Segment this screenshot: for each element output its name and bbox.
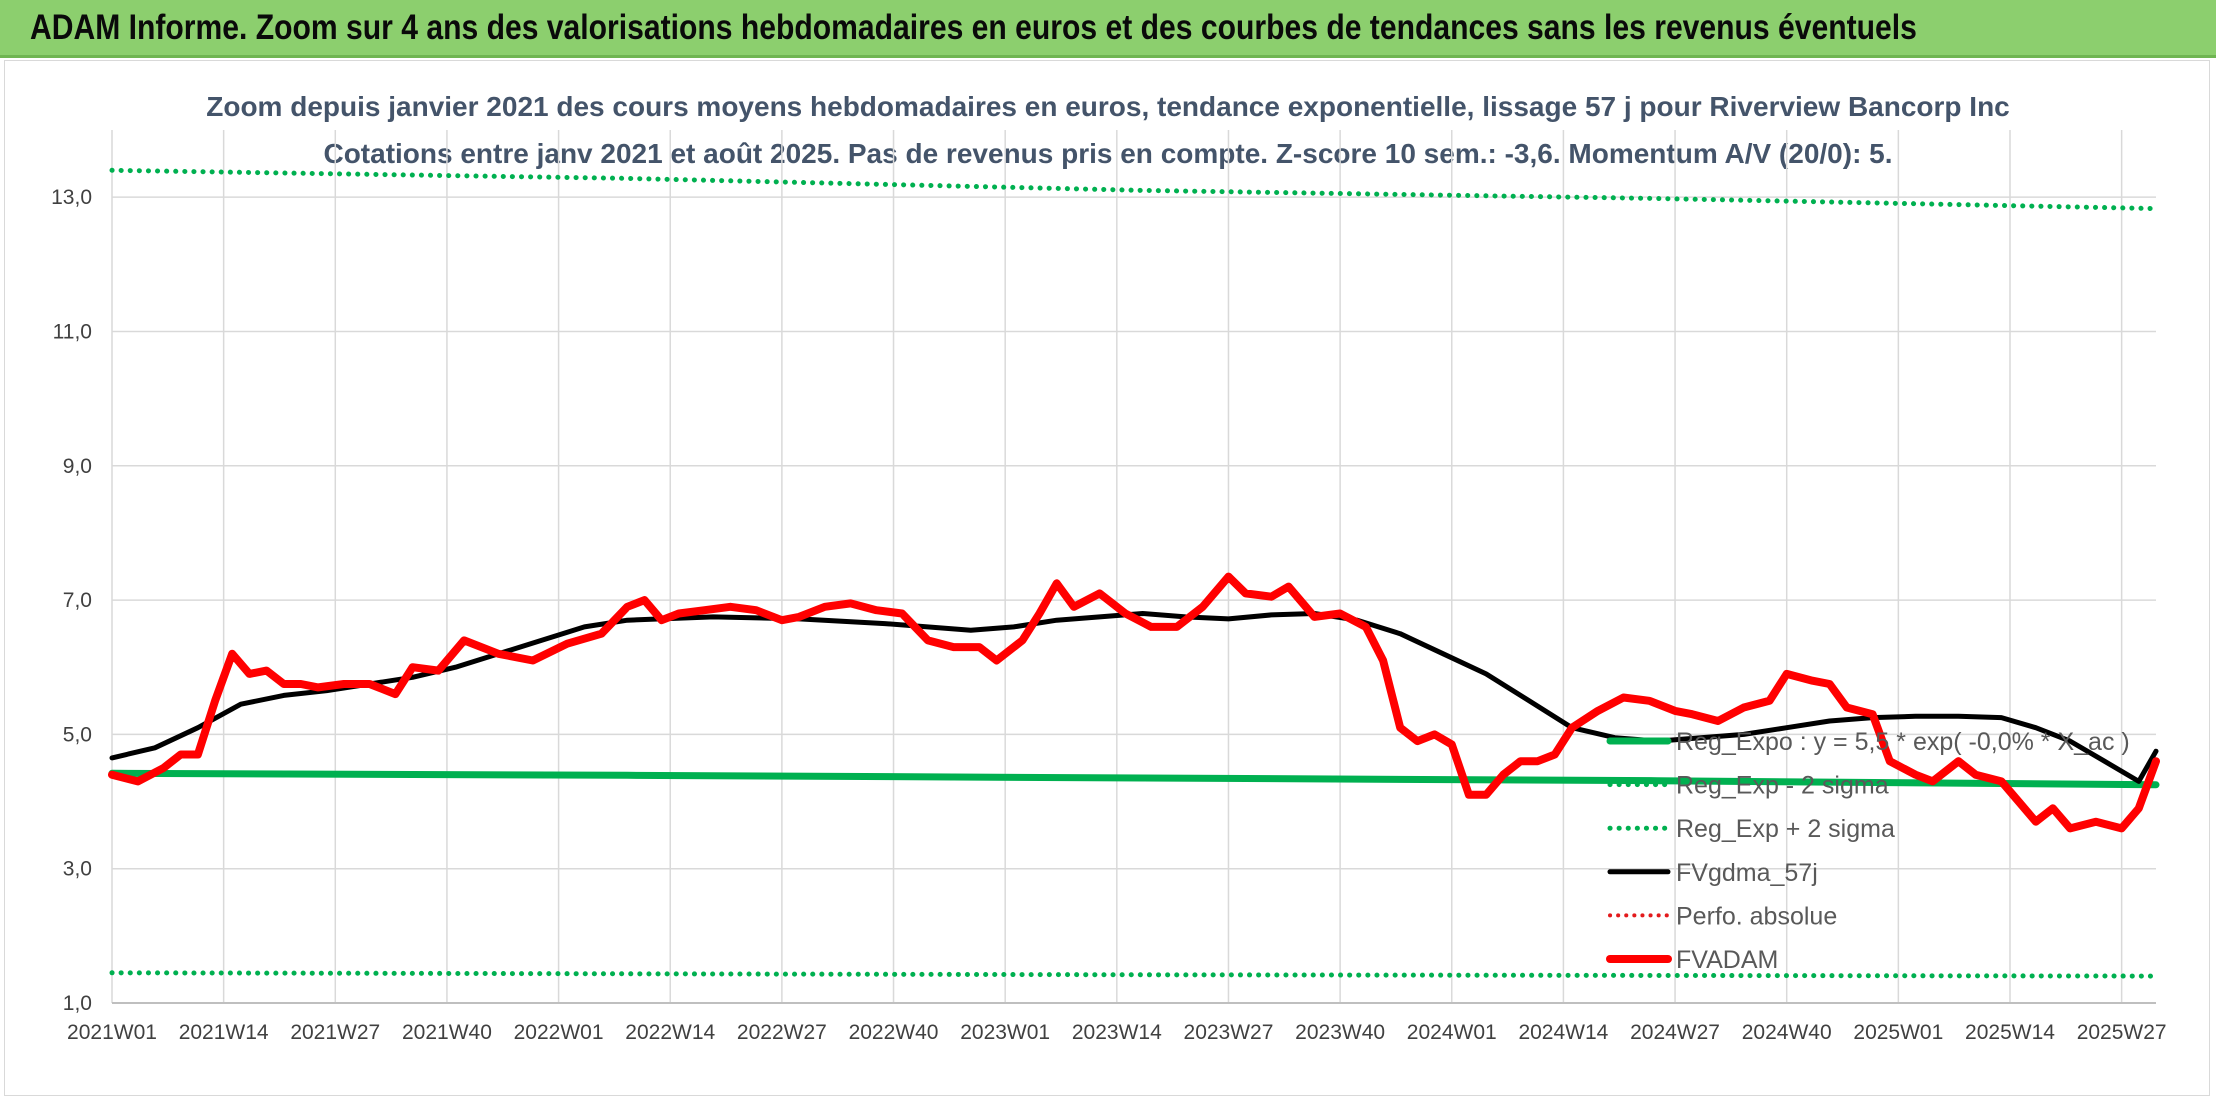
series-line-0 [108, 769, 2160, 789]
x-tick-label: 2025W14 [1965, 1021, 2055, 1044]
y-tick-label: 7,0 [63, 589, 92, 612]
plot-area [108, 167, 2160, 979]
x-tick-label: 2024W01 [1407, 1021, 1497, 1044]
x-tick-label: 2022W27 [737, 1021, 827, 1044]
series-line-3 [109, 611, 2159, 784]
legend-label-0: Reg_Expo : y = 5,5 * exp( -0,0% * X_ac ) [1676, 728, 2130, 756]
x-tick-label: 2021W14 [179, 1021, 269, 1044]
x-tick-label: 2025W01 [1853, 1021, 1943, 1044]
x-tick-label: 2023W27 [1184, 1021, 1274, 1044]
y-tick-label: 13,0 [51, 186, 92, 209]
chart-subtitle: Cotations entre janv 2021 et août 2025. … [323, 138, 1892, 169]
legend-label-1: Reg_Exp - 2 sigma [1676, 772, 1889, 800]
x-tick-label: 2023W40 [1295, 1021, 1385, 1044]
x-tick-label: 2021W27 [290, 1021, 380, 1044]
y-tick-label: 11,0 [53, 320, 92, 343]
x-tick-label: 2021W40 [402, 1021, 492, 1044]
x-axis-ticks: 2021W01 2021W14 2021W27 2021W40 2022W01 2022W… [67, 1021, 2167, 1044]
grid-lines [111, 130, 2156, 1004]
x-tick-label: 2024W40 [1742, 1021, 1832, 1044]
x-tick-label: 2022W01 [514, 1021, 604, 1044]
series-line-5 [108, 572, 2160, 833]
legend-label-3: FVgdma_57j [1676, 859, 1818, 887]
legend-label-5: FVADAM [1676, 946, 1778, 974]
chart-frame [4, 60, 2210, 1096]
y-tick-label: 5,0 [63, 723, 92, 746]
series-line-1 [109, 970, 2159, 979]
y-tick-label: 9,0 [63, 455, 92, 478]
x-tick-label: 2022W14 [625, 1021, 715, 1044]
chart-title: Zoom depuis janvier 2021 des cours moyen… [206, 91, 2010, 122]
y-tick-label: 1,0 [63, 992, 92, 1015]
x-tick-label: 2024W14 [1518, 1021, 1608, 1044]
x-tick-label: 2023W14 [1072, 1021, 1162, 1044]
x-tick-label: 2021W01 [67, 1021, 157, 1044]
x-tick-label: 2025W27 [2077, 1021, 2167, 1044]
report-banner: ADAM Informe. Zoom sur 4 ans des valoris… [0, 0, 2216, 58]
series-line-2 [109, 167, 2159, 212]
legend: Reg_Expo : y = 5,5 * exp( -0,0% * X_ac )… [1606, 728, 2130, 974]
y-tick-label: 3,0 [63, 858, 92, 881]
y-axis-ticks: 1,0 3,0 5,0 7,0 9,0 11,0 13,0 [51, 186, 92, 1015]
x-tick-label: 2022W40 [849, 1021, 939, 1044]
x-tick-label: 2024W27 [1630, 1021, 1720, 1044]
legend-label-2: Reg_Exp + 2 sigma [1676, 815, 1895, 843]
report-title: ADAM Informe. Zoom sur 4 ans des valoris… [30, 8, 1917, 47]
x-tick-label: 2023W01 [960, 1021, 1050, 1044]
legend-label-4: Perfo. absolue [1676, 902, 1837, 930]
